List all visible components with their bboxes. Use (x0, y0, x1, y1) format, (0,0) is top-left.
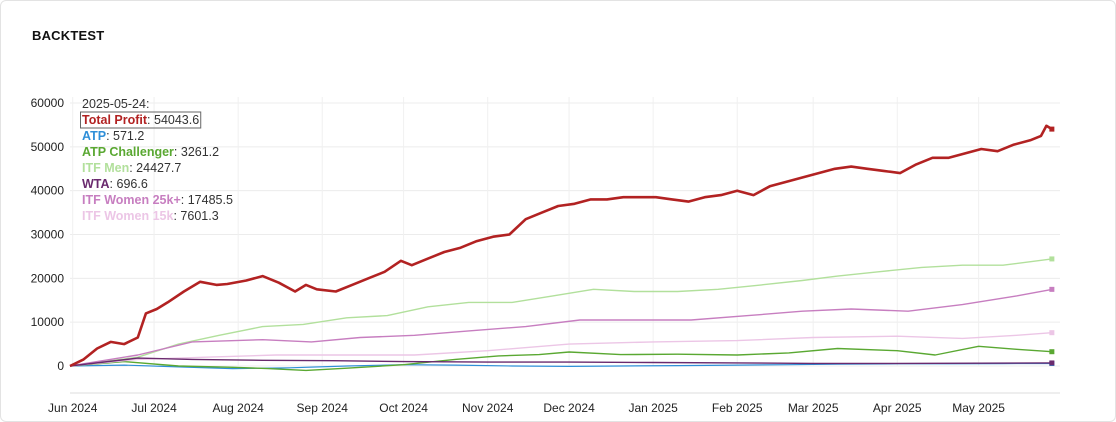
legend-series-name: ITF Women 15k (82, 209, 174, 223)
legend-series-name: ITF Women 25k+ (82, 193, 181, 207)
y-tick-label: 20000 (31, 271, 65, 285)
x-tick-label: Sep 2024 (297, 401, 349, 415)
x-tick-label: Dec 2024 (543, 401, 595, 415)
y-tick-label: 50000 (31, 140, 65, 154)
legend-entry: ATP Challenger: 3261.2 (82, 145, 219, 159)
legend-series-value: 17485.5 (188, 193, 233, 207)
series-end-marker (1049, 330, 1055, 336)
grid (70, 97, 1060, 367)
x-tick-label: Feb 2025 (712, 401, 763, 415)
axes: 0 10000 20000 30000 40000 50000 60000 Jun 2024 J… (31, 96, 1060, 415)
legend-series-name: WTA (82, 177, 110, 191)
legend-series-value: 24427.7 (136, 161, 181, 175)
legend-highlight-box (80, 111, 202, 129)
series-end-marker (1049, 360, 1055, 366)
series-end-marker (1049, 286, 1055, 292)
legend-series-name: ITF Men (82, 161, 129, 175)
series-end-marker (1049, 256, 1055, 262)
x-tick-label: Jun 2024 (48, 401, 98, 415)
x-tick-label: May 2025 (952, 401, 1005, 415)
tooltip-legend: 2025-05-24: Total Profit: 54043.6 ATP: 571… (80, 97, 233, 223)
series-lines (69, 124, 1055, 372)
y-tick-label: 10000 (31, 315, 65, 329)
legend-series-value: 3261.2 (181, 145, 219, 159)
x-tick-label: Jan 2025 (628, 401, 678, 415)
legend-series-name: ATP Challenger (82, 145, 174, 159)
legend-series-value: 54043.6 (154, 113, 199, 127)
legend-entry: WTA: 696.6 (82, 177, 148, 191)
x-tick-label: Aug 2024 (212, 401, 264, 415)
series-end-marker (1049, 349, 1055, 355)
y-tick-label: 60000 (31, 96, 65, 110)
series-line-itf-men (69, 258, 1052, 367)
x-tick-label: Jul 2024 (131, 401, 177, 415)
y-tick-label: 0 (57, 359, 64, 373)
x-tick-label: Apr 2025 (873, 401, 922, 415)
legend-entry: ITF Men: 24427.7 (82, 161, 181, 175)
series-line-wta (69, 357, 1052, 367)
legend-series-value: 7601.3 (180, 209, 218, 223)
x-tick-label: Oct 2024 (379, 401, 428, 415)
y-tick-label: 30000 (31, 228, 65, 242)
series-end-marker (1049, 126, 1055, 132)
legend-series-name: ATP (82, 129, 106, 143)
legend-entry: ITF Women 25k+: 17485.5 (82, 193, 233, 207)
y-tick-label: 40000 (31, 184, 65, 198)
tooltip-date: 2025-05-24: (82, 97, 149, 111)
x-tick-label: Nov 2024 (462, 401, 514, 415)
legend-entry: Total Profit: 54043.6 (82, 113, 199, 127)
legend-series-value: 571.2 (113, 129, 144, 143)
series-line-itf-women-25k- (69, 288, 1053, 367)
legend-series-value: 696.6 (117, 177, 148, 191)
series-line-total-profit (69, 124, 1053, 368)
series-line-itf-women-15k (69, 332, 1052, 367)
series-line-atp-challenger (69, 345, 1052, 372)
legend-entry: ITF Women 15k: 7601.3 (82, 209, 219, 223)
card-title: BACKTEST (32, 28, 105, 43)
legend-series-name: Total Profit (82, 113, 148, 127)
legend-entry: ATP: 571.2 (82, 129, 144, 143)
x-tick-label: Mar 2025 (788, 401, 839, 415)
